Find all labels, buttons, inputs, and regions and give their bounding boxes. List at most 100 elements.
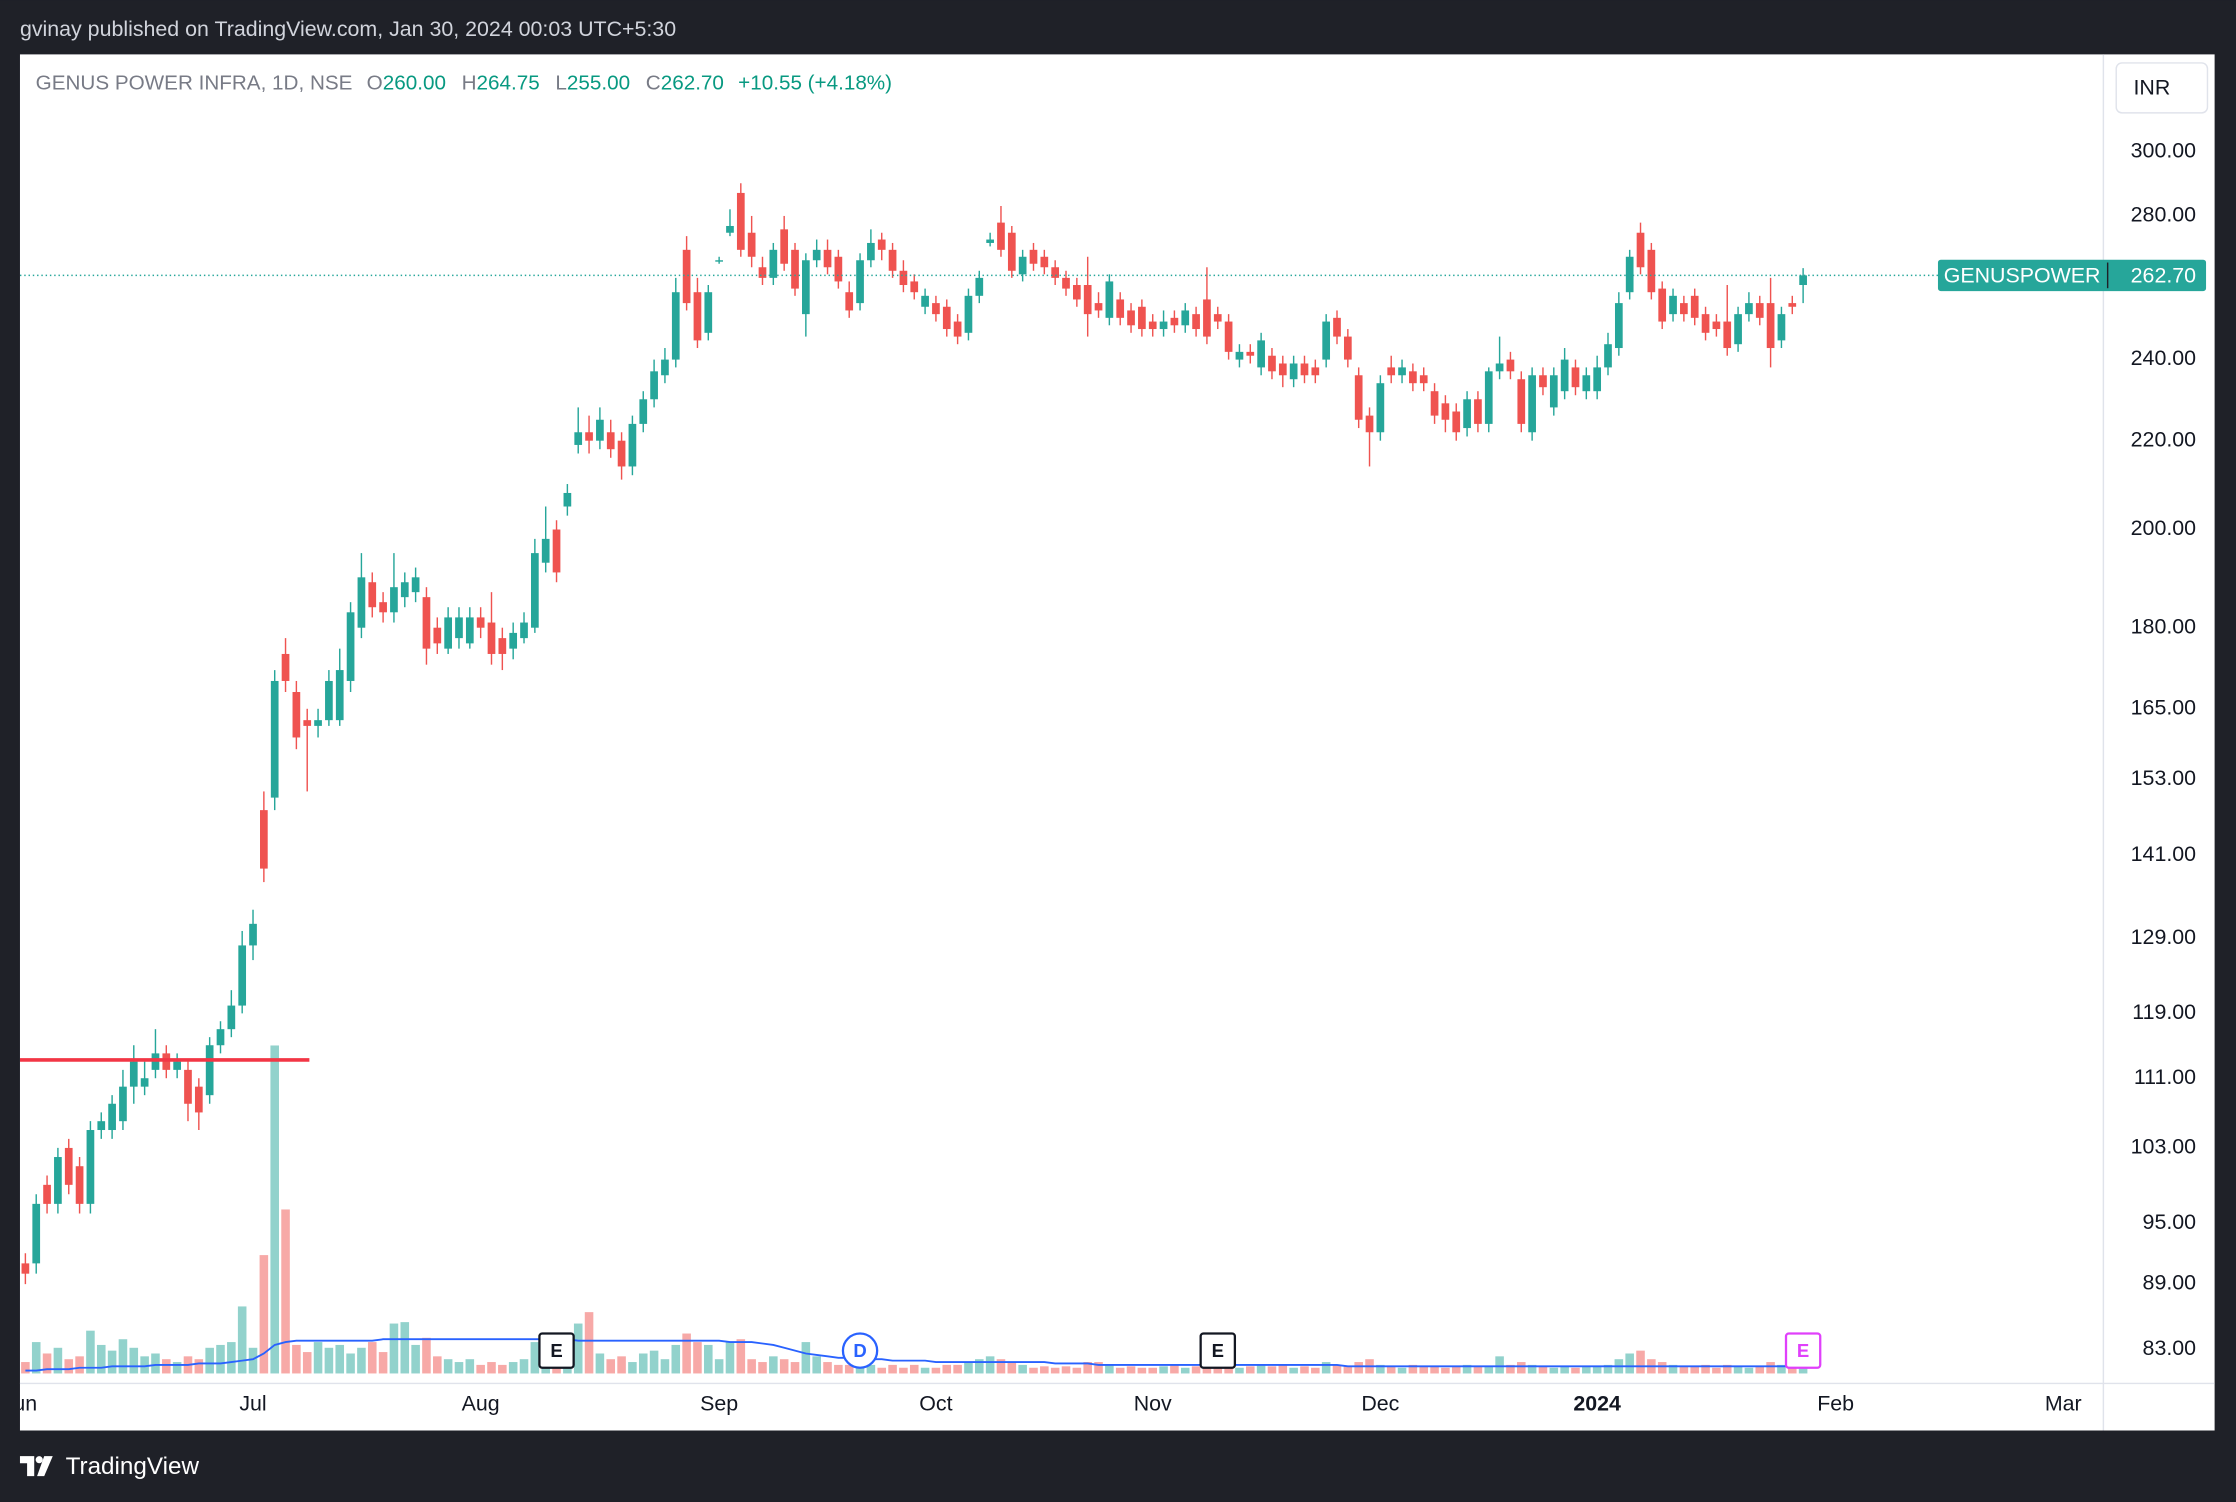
volume-bar — [1354, 1362, 1363, 1374]
candle-body — [1398, 367, 1406, 376]
volume-bar — [1170, 1364, 1179, 1374]
y-tick-label: 89.00 — [2143, 1271, 2197, 1295]
volume-bar — [1787, 1367, 1797, 1374]
volume-bar — [1213, 1364, 1223, 1374]
volume-bar — [1235, 1367, 1244, 1374]
volume-bar — [1462, 1364, 1472, 1374]
volume-bar — [313, 1342, 323, 1374]
y-tick-label: 141.00 — [2131, 842, 2196, 866]
volume-bar — [649, 1350, 659, 1374]
volume-bar — [1744, 1367, 1754, 1374]
volume-bar — [42, 1353, 52, 1374]
y-tick-label: 83.00 — [2143, 1336, 2197, 1360]
candle-body — [769, 249, 778, 278]
candle-body — [314, 720, 322, 726]
candle-body — [1495, 363, 1504, 372]
candle-body — [1430, 391, 1439, 416]
volume-bar — [801, 1342, 811, 1374]
currency[interactable]: INR — [2133, 75, 2170, 99]
candle-body — [1734, 314, 1742, 345]
volume-bar — [1148, 1367, 1158, 1374]
volume-bar — [357, 1347, 366, 1374]
candle-body — [1712, 321, 1721, 330]
volume-bar — [671, 1344, 681, 1374]
volume-bar — [1701, 1364, 1710, 1374]
volume-bar — [628, 1362, 637, 1374]
y-tick-label: 119.00 — [2132, 1000, 2196, 1024]
volume-bar — [21, 1362, 30, 1374]
volume-bar — [140, 1356, 149, 1374]
candle-body — [1246, 351, 1255, 356]
candle-body — [1083, 285, 1092, 315]
currency-button[interactable] — [2115, 62, 2209, 114]
candle-body — [1549, 375, 1558, 408]
volume-bar — [270, 1045, 279, 1374]
candle-body — [1278, 363, 1287, 376]
candle-body — [726, 225, 734, 233]
candle-body — [1040, 256, 1049, 268]
volume-bar — [996, 1359, 1006, 1374]
candle-body — [650, 371, 658, 400]
candle-body — [910, 281, 919, 293]
event-label: E — [1797, 1340, 1809, 1361]
candle-body — [238, 945, 247, 1006]
candle-body — [953, 321, 962, 337]
volume-bar — [129, 1347, 139, 1374]
legend-value: 264.75 — [477, 72, 540, 95]
volume-bar — [1484, 1366, 1494, 1374]
candle-body — [194, 1086, 203, 1113]
volume-bar — [433, 1356, 442, 1374]
volume-bar — [346, 1353, 355, 1374]
volume-bar — [476, 1364, 485, 1374]
volume-bar — [704, 1344, 713, 1374]
volume-bar — [1083, 1362, 1092, 1374]
volume-bar — [823, 1362, 832, 1374]
volume-bar — [118, 1339, 128, 1374]
volume-bar — [834, 1364, 843, 1374]
candle-body — [292, 692, 301, 738]
candle-body — [942, 306, 951, 330]
candle-body — [1333, 317, 1341, 337]
volume-bar — [1451, 1366, 1461, 1374]
candle-body — [400, 582, 409, 598]
candle-body — [1658, 288, 1667, 322]
volume-bar — [227, 1342, 236, 1374]
volume-bar — [985, 1356, 995, 1374]
x-tick-label: Aug — [462, 1391, 500, 1415]
volume-bar — [1094, 1362, 1103, 1374]
candle-body — [964, 295, 973, 333]
candle-body — [693, 292, 702, 341]
volume-bar — [790, 1362, 800, 1374]
candle-body — [21, 1263, 30, 1274]
candle-body — [1625, 256, 1634, 293]
candle-body — [1766, 303, 1775, 349]
volume-bar — [1755, 1366, 1765, 1374]
candle-body — [498, 638, 507, 654]
volume-bar — [75, 1356, 84, 1374]
candle-body — [921, 295, 929, 307]
event-marker — [538, 1332, 575, 1369]
volume-bar — [1321, 1362, 1331, 1374]
volume-bar — [1722, 1364, 1732, 1374]
volume-bar — [1549, 1367, 1559, 1374]
volume-bar — [107, 1350, 117, 1374]
volume-bar — [920, 1367, 930, 1374]
volume-bar — [1517, 1362, 1526, 1374]
candle-body — [227, 1005, 236, 1030]
candle-body — [856, 260, 864, 304]
volume-bar — [725, 1342, 735, 1374]
volume-bar — [302, 1352, 312, 1374]
candle-body — [1127, 310, 1135, 326]
candle-body — [1311, 367, 1320, 376]
candle-body — [140, 1078, 149, 1087]
volume-bar — [1115, 1367, 1125, 1374]
y-tick-label: 180.00 — [2131, 614, 2196, 638]
candle-body — [932, 303, 940, 315]
volume-bar — [367, 1342, 377, 1374]
volume-bar — [1159, 1366, 1168, 1374]
volume-bar — [1072, 1367, 1082, 1374]
legend-value: 255.00 — [567, 72, 630, 95]
candle-body — [791, 249, 799, 289]
volume-ma-line — [25, 1338, 1804, 1372]
candle-body — [1669, 295, 1677, 315]
